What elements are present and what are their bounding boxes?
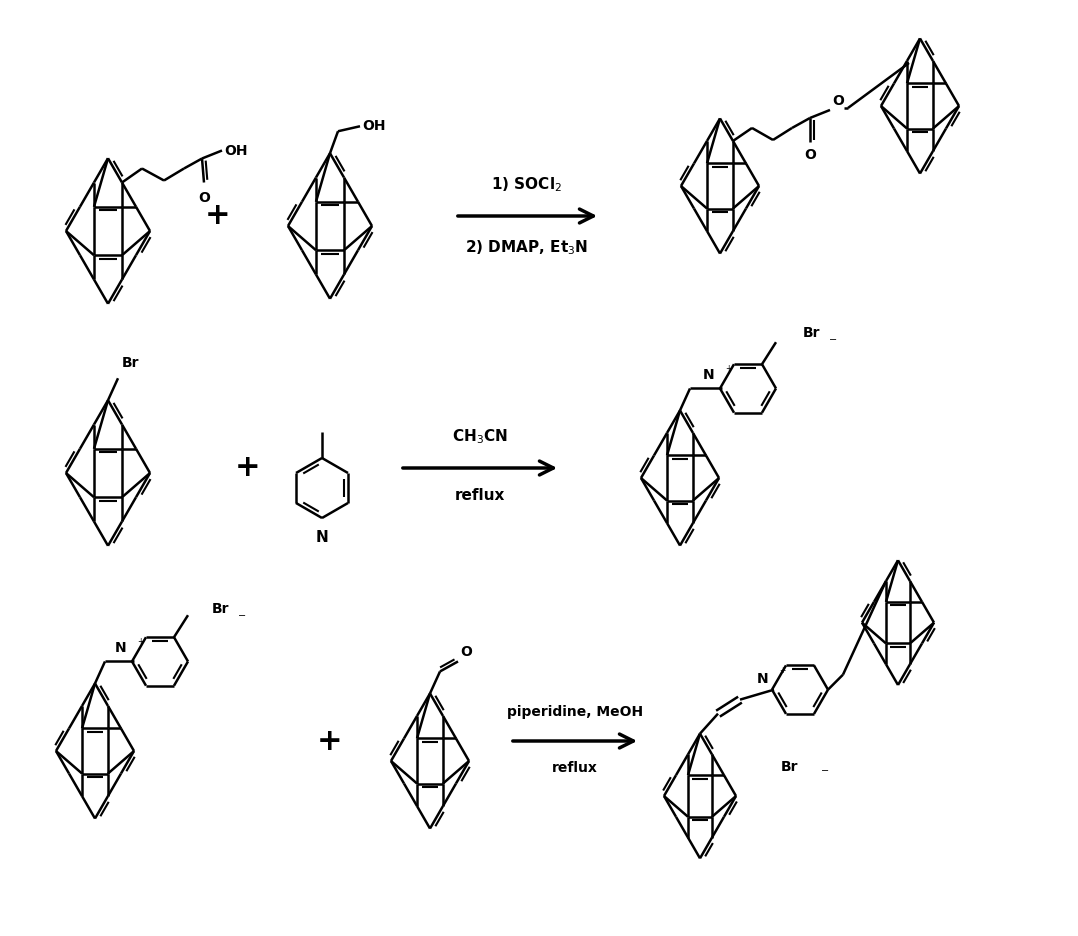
Text: $^+$: $^+$ xyxy=(724,364,733,374)
Text: N: N xyxy=(757,672,768,686)
Text: N: N xyxy=(114,641,126,655)
Text: +: + xyxy=(317,726,343,755)
Text: $^+$: $^+$ xyxy=(778,665,787,676)
Text: Br: Br xyxy=(212,603,230,617)
Text: OH: OH xyxy=(224,143,248,157)
Text: reflux: reflux xyxy=(455,488,506,503)
Text: N: N xyxy=(703,369,714,383)
Text: OH: OH xyxy=(362,119,386,133)
Text: O: O xyxy=(460,646,472,660)
Text: $^+$: $^+$ xyxy=(136,637,146,648)
Text: Br: Br xyxy=(782,760,799,774)
Text: O: O xyxy=(832,94,844,108)
Text: Br: Br xyxy=(803,327,820,341)
Text: 2) DMAP, Et$_3$N: 2) DMAP, Et$_3$N xyxy=(466,238,589,256)
Text: piperidine, MeOH: piperidine, MeOH xyxy=(507,705,644,719)
Text: $^-$: $^-$ xyxy=(235,612,246,626)
Text: reflux: reflux xyxy=(552,761,598,775)
Text: N: N xyxy=(316,530,329,545)
Text: CH$_3$CN: CH$_3$CN xyxy=(452,428,508,446)
Text: 1) SOCl$_2$: 1) SOCl$_2$ xyxy=(492,175,563,194)
Text: Br: Br xyxy=(122,357,139,371)
Text: O: O xyxy=(198,191,210,204)
Text: O: O xyxy=(804,148,816,162)
Text: +: + xyxy=(205,201,231,230)
Text: +: + xyxy=(235,454,261,482)
Text: $^-$: $^-$ xyxy=(818,768,829,782)
Text: $^-$: $^-$ xyxy=(826,336,838,350)
